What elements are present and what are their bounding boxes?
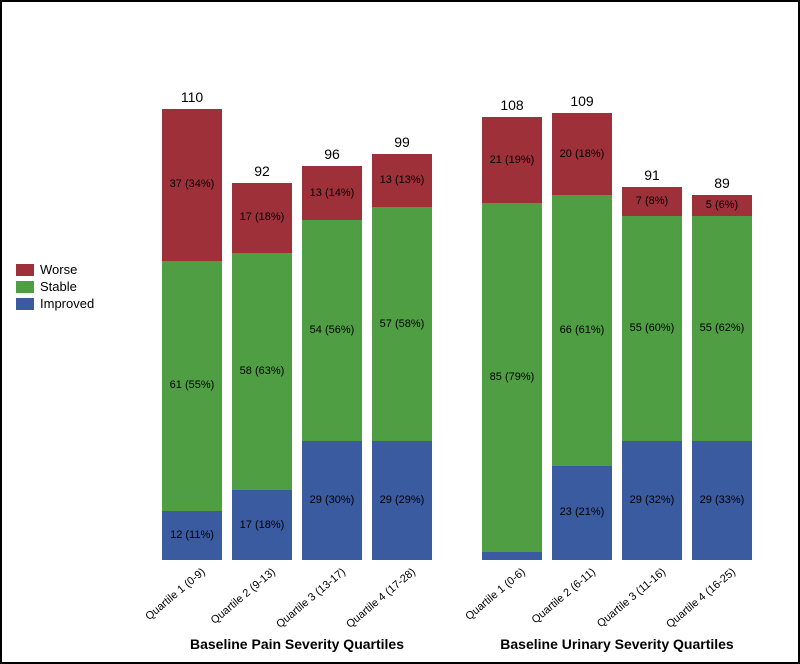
x-axis-label: Quartile 2 (6-11)	[529, 566, 597, 626]
segment-label: 7 (8%)	[636, 196, 668, 207]
x-axis-label: Quartile 4 (16-25)	[664, 566, 738, 631]
segment-worse: 7 (8%)	[622, 187, 682, 216]
x-axis-label: Quartile 4 (17-28)	[344, 566, 418, 631]
bar-stack: 29 (32%) 55 (60%) 7 (8%)	[622, 187, 682, 560]
segment-improved: 23 (21%)	[552, 466, 612, 560]
segment-label: 20 (18%)	[560, 149, 605, 160]
segment-improved: 12 (11%)	[162, 511, 222, 560]
segment-worse: 17 (18%)	[232, 183, 292, 253]
plot-area: 110 12 (11%) 61 (55%) 37 (34%) 92 17 (18%) 58 …	[162, 30, 782, 560]
segment-stable: 85 (79%)	[482, 203, 542, 552]
segment-improved: 29 (29%)	[372, 441, 432, 560]
legend-row-worse: Worse	[16, 262, 94, 277]
legend-label-stable: Stable	[40, 279, 77, 294]
bar: 110 12 (11%) 61 (55%) 37 (34%)	[162, 89, 222, 560]
bar-stack: 17 (18%) 58 (63%) 17 (18%)	[232, 183, 292, 560]
segment-stable: 61 (55%)	[162, 261, 222, 511]
segment-stable: 66 (61%)	[552, 195, 612, 466]
legend-swatch-worse	[16, 264, 34, 276]
bar: 91 29 (32%) 55 (60%) 7 (8%)	[622, 167, 682, 560]
legend: Worse Stable Improved	[16, 262, 94, 313]
segment-stable: 55 (62%)	[692, 216, 752, 442]
segment-label: 55 (62%)	[700, 323, 745, 334]
bar-total: 99	[394, 134, 410, 150]
segment-label: 17 (18%)	[240, 212, 285, 223]
x-axis-label: Quartile 3 (13-17)	[274, 566, 348, 631]
bar-total: 96	[324, 146, 340, 162]
legend-row-improved: Improved	[16, 296, 94, 311]
segment-label: 29 (33%)	[700, 495, 745, 506]
segment-improved: 29 (32%)	[622, 441, 682, 560]
bar-stack: 12 (11%) 61 (55%) 37 (34%)	[162, 109, 222, 560]
segment-label: 57 (58%)	[380, 319, 425, 330]
segment-label: 12 (11%)	[170, 530, 214, 541]
x-axis-label: Quartile 2 (9-13)	[209, 566, 278, 627]
segment-label: 17 (18%)	[240, 520, 285, 531]
bar-stack: 23 (21%) 66 (61%) 20 (18%)	[552, 113, 612, 560]
segment-label: 13 (14%)	[310, 188, 355, 199]
bar-total: 89	[714, 175, 730, 191]
bar-stack: 29 (33%) 55 (62%) 5 (6%)	[692, 195, 752, 560]
group-title: Baseline Urinary Severity Quartiles	[487, 636, 747, 652]
legend-label-improved: Improved	[40, 296, 94, 311]
bar: 99 29 (29%) 57 (58%) 13 (13%)	[372, 134, 432, 560]
bar-total: 108	[500, 97, 523, 113]
x-axis-label: Quartile 1 (0-6)	[463, 566, 527, 623]
bar: 108 2 (2%) 85 (79%) 21 (19%)	[482, 97, 542, 560]
segment-stable: 55 (60%)	[622, 216, 682, 442]
bar-stack: 29 (30%) 54 (56%) 13 (14%)	[302, 166, 362, 560]
segment-label: 37 (34%)	[170, 179, 215, 190]
segment-label: 54 (56%)	[310, 325, 355, 336]
chart-frame: Worse Stable Improved 110 12 (11%) 61 (55%) 3…	[0, 0, 800, 664]
bar-stack: 29 (29%) 57 (58%) 13 (13%)	[372, 154, 432, 560]
segment-label: 29 (30%)	[310, 495, 355, 506]
bar: 96 29 (30%) 54 (56%) 13 (14%)	[302, 146, 362, 560]
segment-worse: 5 (6%)	[692, 195, 752, 216]
segment-label: 55 (60%)	[630, 323, 675, 334]
segment-worse: 13 (14%)	[302, 166, 362, 219]
bar-total: 110	[181, 89, 203, 105]
segment-stable: 58 (63%)	[232, 253, 292, 491]
segment-label: 13 (13%)	[380, 175, 425, 186]
legend-swatch-stable	[16, 281, 34, 293]
segment-improved: 29 (30%)	[302, 441, 362, 560]
bar-total: 92	[254, 163, 270, 179]
segment-improved: 2 (2%)	[482, 552, 542, 560]
segment-worse: 20 (18%)	[552, 113, 612, 195]
group-title: Baseline Pain Severity Quartiles	[167, 636, 427, 652]
bar-total: 109	[570, 93, 593, 109]
segment-label: 5 (6%)	[706, 200, 738, 211]
segment-worse: 37 (34%)	[162, 109, 222, 261]
bar: 89 29 (33%) 55 (62%) 5 (6%)	[692, 175, 752, 560]
segment-label: 58 (63%)	[240, 366, 285, 377]
segment-worse: 21 (19%)	[482, 117, 542, 203]
segment-improved: 29 (33%)	[692, 441, 752, 560]
segment-stable: 57 (58%)	[372, 207, 432, 441]
bar: 109 23 (21%) 66 (61%) 20 (18%)	[552, 93, 612, 560]
segment-worse: 13 (13%)	[372, 154, 432, 207]
x-axis-label: Quartile 1 (0-9)	[143, 566, 207, 623]
segment-stable: 54 (56%)	[302, 220, 362, 441]
segment-label: 29 (32%)	[630, 495, 675, 506]
bar-stack: 2 (2%) 85 (79%) 21 (19%)	[482, 117, 542, 560]
segment-label: 61 (55%)	[170, 380, 215, 391]
legend-swatch-improved	[16, 298, 34, 310]
segment-improved: 17 (18%)	[232, 490, 292, 560]
legend-row-stable: Stable	[16, 279, 94, 294]
segment-label: 85 (79%)	[490, 372, 535, 383]
bar: 92 17 (18%) 58 (63%) 17 (18%)	[232, 163, 292, 560]
legend-label-worse: Worse	[40, 262, 77, 277]
x-axis-label: Quartile 3 (11-16)	[595, 566, 668, 630]
segment-label: 66 (61%)	[560, 325, 605, 336]
segment-label: 23 (21%)	[560, 507, 605, 518]
segment-label: 21 (19%)	[490, 155, 535, 166]
segment-label: 29 (29%)	[380, 495, 425, 506]
bar-total: 91	[644, 167, 660, 183]
